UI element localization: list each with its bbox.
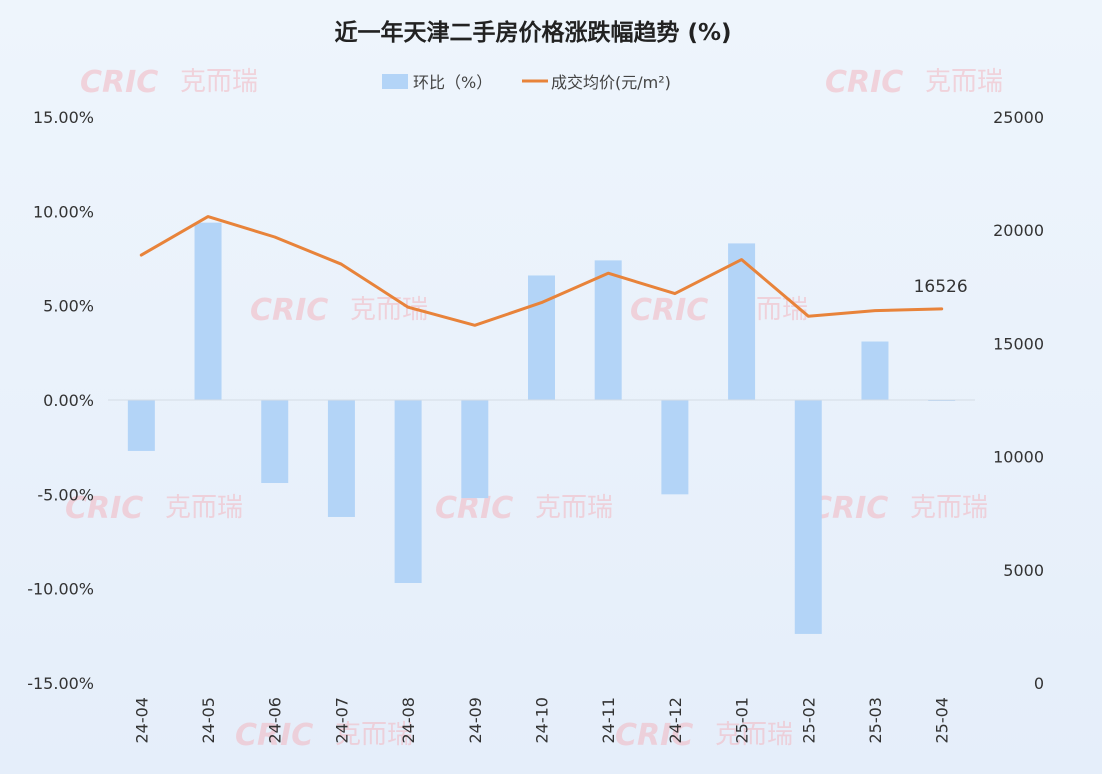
bar	[261, 400, 289, 484]
x-tick-label: 24-06	[266, 697, 285, 744]
x-tick-label: 25-03	[866, 697, 885, 744]
bar	[327, 400, 355, 517]
right-tick-label: 25000	[993, 108, 1044, 127]
left-axis: 15.00% 10.00% 5.00% 0.00% -5.00% -10.00% -15.0…	[27, 108, 94, 693]
x-tick-label: 24-09	[466, 697, 485, 744]
data-label: 16526	[914, 277, 968, 297]
watermark-logo: CRIC	[615, 718, 693, 753]
bar	[794, 400, 822, 634]
x-tick-label: 25-04	[933, 697, 952, 744]
annotations: 16526	[914, 277, 968, 297]
watermark-text: 克而瑞	[180, 67, 258, 97]
bar	[194, 222, 222, 400]
line-series	[139, 215, 944, 327]
chart-title: 近一年天津二手房价格涨跌幅趋势 (%)	[334, 19, 731, 46]
right-tick-label: 0	[1034, 674, 1044, 693]
bar	[661, 400, 689, 495]
x-tick-label: 25-01	[733, 697, 752, 744]
x-tick-label: 24-04	[132, 697, 151, 744]
bar	[861, 341, 889, 400]
watermark-logo: CRIC	[80, 65, 158, 100]
bar	[394, 400, 422, 584]
x-tick-label: 24-10	[533, 697, 552, 744]
x-axis: 24-04 24-05 24-06 24-07 24-08 24-09 24-10 24-11…	[132, 697, 951, 744]
left-tick-label: -15.00%	[27, 674, 94, 693]
watermark-text: 克而瑞	[335, 720, 413, 750]
watermark-text: 克而瑞	[535, 493, 613, 523]
price-line	[139, 215, 944, 327]
bar	[594, 260, 622, 400]
x-tick-label: 24-12	[666, 697, 685, 744]
left-tick-label: 5.00%	[43, 297, 94, 316]
x-tick-label: 25-02	[799, 697, 818, 744]
watermark-logo: CRIC	[65, 491, 143, 526]
watermark-logo: CRIC	[630, 293, 708, 328]
watermark-logo: CRIC	[250, 293, 328, 328]
bar	[127, 400, 155, 451]
watermark-logo: CRIC	[825, 65, 903, 100]
watermark-text: 克而瑞	[715, 720, 793, 750]
x-tick-label: 24-07	[332, 697, 351, 744]
left-tick-label: -10.00%	[27, 580, 94, 599]
bar-series	[127, 222, 956, 634]
left-tick-label: 15.00%	[33, 108, 94, 127]
right-tick-label: 5000	[1003, 561, 1044, 580]
watermark-layer: CRIC 克而瑞 CRIC 克而瑞 CRIC 克而瑞 CRIC 克而瑞 CRIC 克而瑞 CRIC 克…	[65, 65, 1003, 753]
watermark-text: 克而瑞	[910, 493, 988, 523]
right-axis: 25000 20000 15000 10000 5000 0	[993, 108, 1044, 693]
legend: 环比（%） 成交均价(元/m²)	[382, 73, 671, 92]
bar	[728, 243, 756, 400]
watermark-logo: CRIC	[810, 491, 888, 526]
watermark-logo: CRIC	[235, 718, 313, 753]
legend-line-label: 成交均价(元/m²)	[551, 73, 671, 92]
left-tick-label: 10.00%	[33, 202, 94, 221]
left-tick-label: 0.00%	[43, 391, 94, 410]
legend-bar-label: 环比（%）	[413, 73, 492, 92]
watermark-text: 克而瑞	[925, 67, 1003, 97]
x-tick-label: 24-08	[399, 697, 418, 744]
right-tick-label: 15000	[993, 334, 1044, 353]
legend-bar-swatch	[382, 74, 408, 89]
x-tick-label: 24-11	[599, 697, 618, 744]
bar	[528, 275, 555, 400]
left-tick-label: -5.00%	[37, 485, 94, 504]
watermark-text: 克而瑞	[165, 493, 243, 523]
x-tick-label: 24-05	[199, 697, 218, 744]
right-tick-label: 20000	[993, 221, 1044, 240]
right-tick-label: 10000	[993, 448, 1044, 467]
bar	[461, 400, 489, 499]
